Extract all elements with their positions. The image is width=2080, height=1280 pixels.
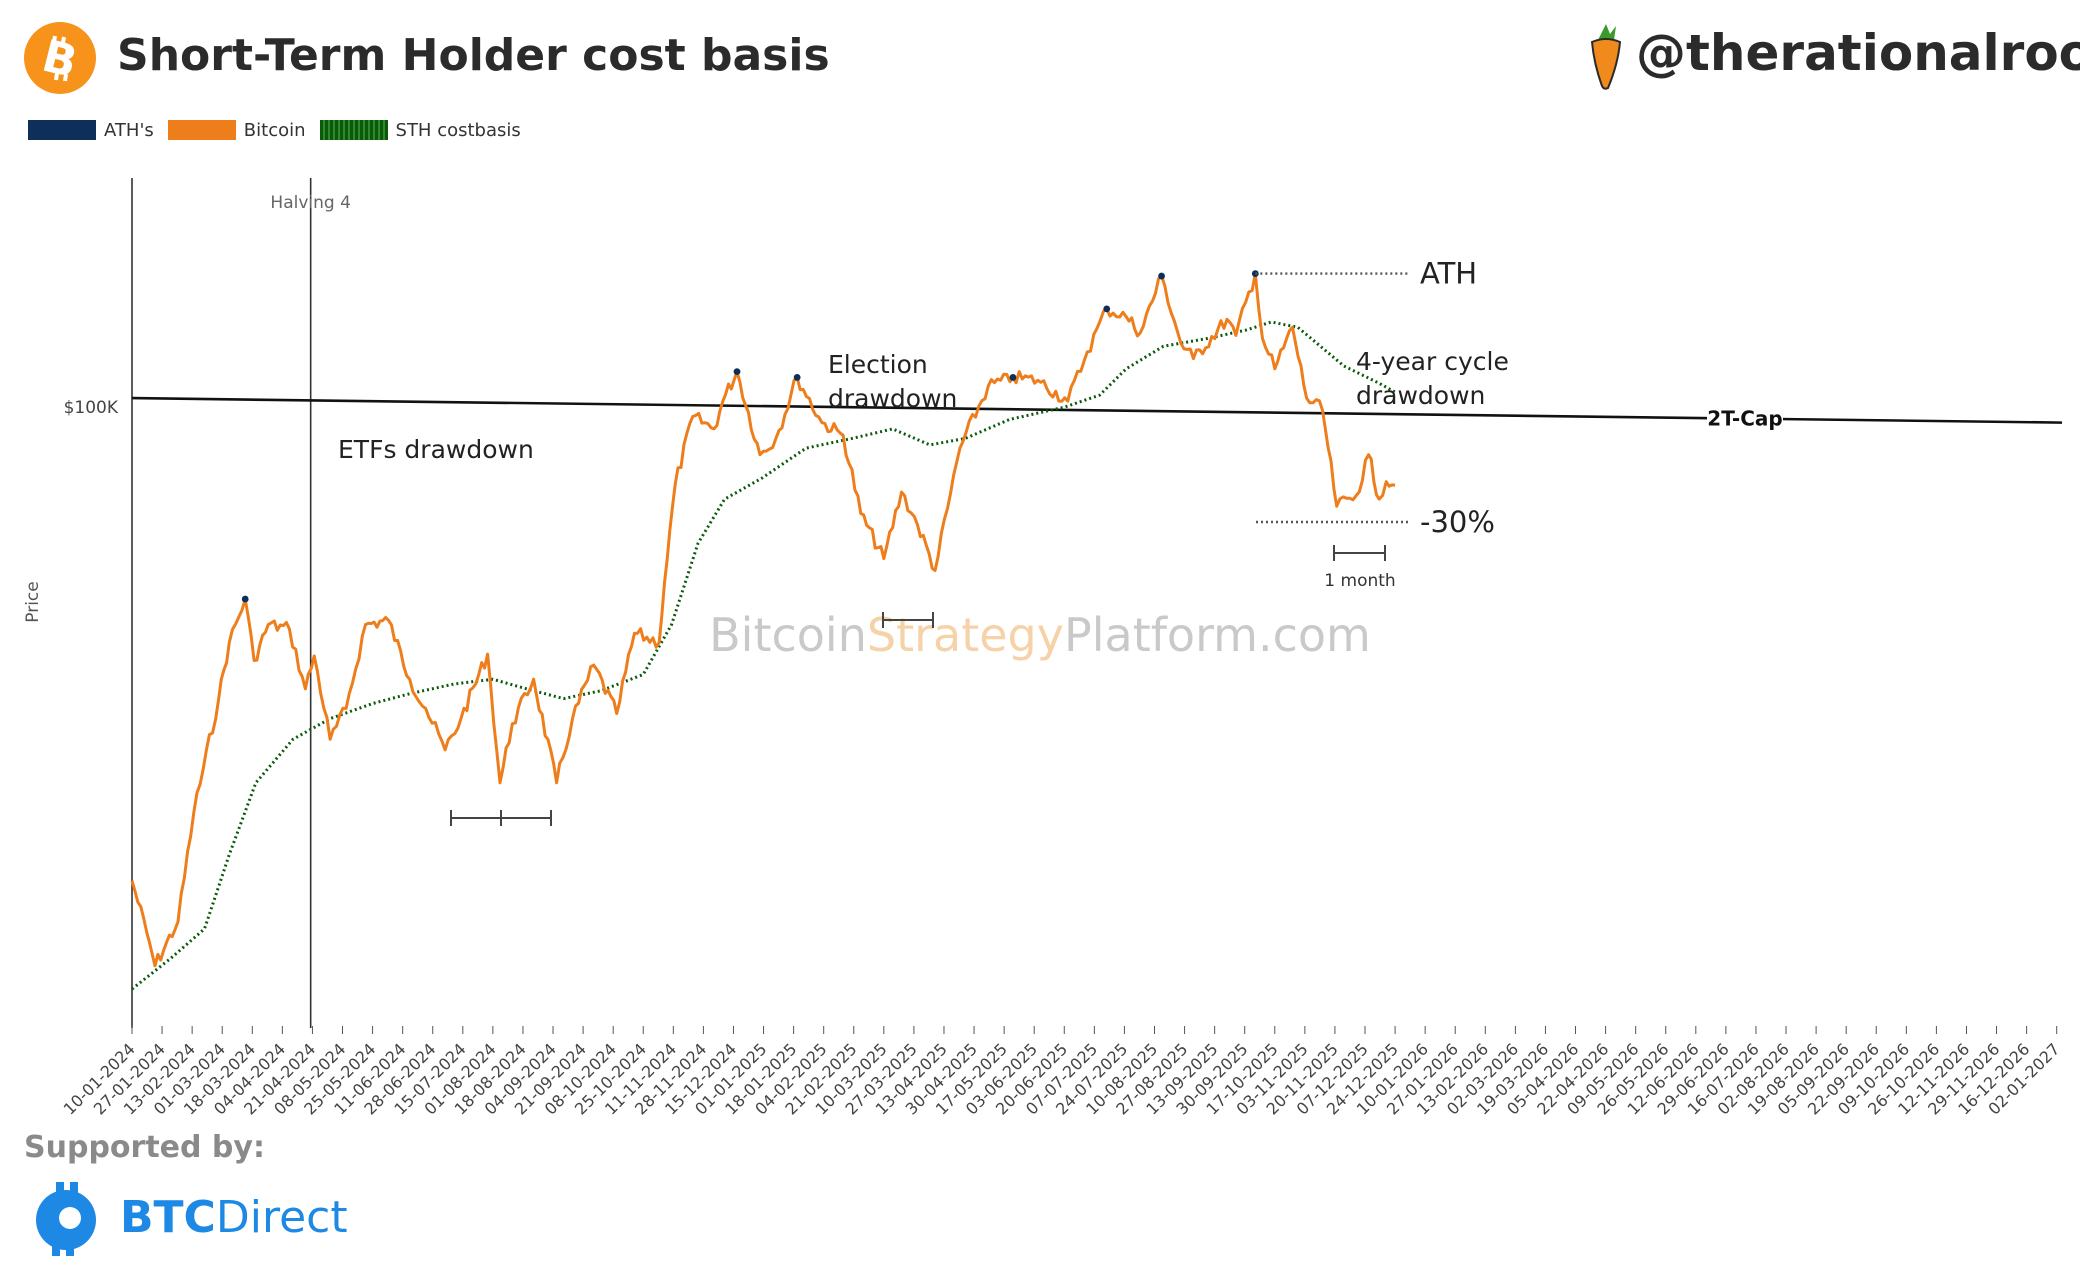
legend-label-bitcoin: Bitcoin (243, 119, 306, 141)
watermark: BitcoinStrategyPlatform.com (709, 608, 1371, 662)
supported-by-label: Supported by: (24, 1130, 265, 1165)
bitcoin-series-layer (130, 272, 1396, 968)
x-ticks: 10-01-202427-01-202413-02-202401-03-2024… (60, 1026, 2064, 1119)
annotation-election: Election (828, 350, 928, 379)
cap-label-bg (1707, 405, 1783, 432)
cap-label: 2T-Cap (1707, 407, 1782, 431)
annotation-one-month: 1 month (1324, 571, 1395, 591)
watermark-part2: Strategy (867, 608, 1064, 662)
legend-swatch-ath (28, 120, 96, 140)
author-handle: @therationalroot (1636, 24, 2080, 82)
legend-item-sth: STH costbasis (319, 119, 521, 141)
annotation-4year-cycle: 4-year cycle (1356, 347, 1509, 376)
ath-point (1158, 272, 1165, 280)
y-axis-label: Price (23, 581, 43, 622)
sth-costbasis-line (131, 320, 1396, 991)
legend-swatch-bitcoin (167, 120, 236, 140)
chart-legend: ATH's Bitcoin STH costbasis (28, 118, 535, 142)
sponsor-brand-bold: BTC (120, 1192, 216, 1243)
y-ticks: $100K (64, 398, 119, 418)
y-tick-label-0: $100K (64, 398, 119, 418)
watermark-part3: Platform.com (1064, 608, 1371, 662)
ath-point (1103, 305, 1111, 313)
legend-label-ath: ATH's (104, 119, 154, 141)
legend-label-sth: STH costbasis (395, 119, 521, 141)
sponsor-brand: BTCDirect (120, 1192, 348, 1243)
legend-item-ath: ATH's (28, 120, 154, 141)
page-title: Short-Term Holder cost basis (117, 30, 830, 81)
sponsor-brand-light: Direct (215, 1192, 348, 1243)
bitcoin-price-line (130, 272, 1396, 968)
btcdirect-logo-icon (36, 1182, 96, 1256)
legend-item-bitcoin: Bitcoin (167, 119, 306, 141)
annotation-election-drawdown: drawdown (828, 384, 957, 413)
watermark-part1: Bitcoin (709, 608, 867, 662)
cap-line-layer: 2T-Cap (131, 396, 2063, 432)
annotation-ath: ATH (1420, 257, 1477, 291)
annotation-etfs-drawdown: ETFs drawdown (338, 435, 534, 464)
annotation-minus-30: -30% (1420, 505, 1495, 539)
ath-point (1009, 374, 1017, 381)
ath-point (733, 368, 741, 376)
ath-point (793, 374, 801, 381)
price-chart: BitcoinStrategyPlatform.com Halving 4 2T… (23, 178, 2064, 1119)
header: B Short-Term Holder cost basis @theratio… (0, 0, 2080, 160)
carrot-logo-icon (1590, 24, 1622, 90)
halving-label: Halving 4 (270, 193, 351, 213)
annotations-layer: ETFs drawdown Election drawdown ATH 4-year c… (338, 257, 1509, 826)
legend-swatch-sth (319, 120, 388, 140)
annotation-4year-drawdown: drawdown (1356, 381, 1485, 410)
bitcoin-logo-icon: B (24, 22, 96, 94)
ath-points-layer (241, 270, 1259, 603)
ath-point (241, 595, 249, 603)
vertical-lines: Halving 4 (131, 178, 351, 1028)
sth-series-layer (131, 320, 1396, 991)
